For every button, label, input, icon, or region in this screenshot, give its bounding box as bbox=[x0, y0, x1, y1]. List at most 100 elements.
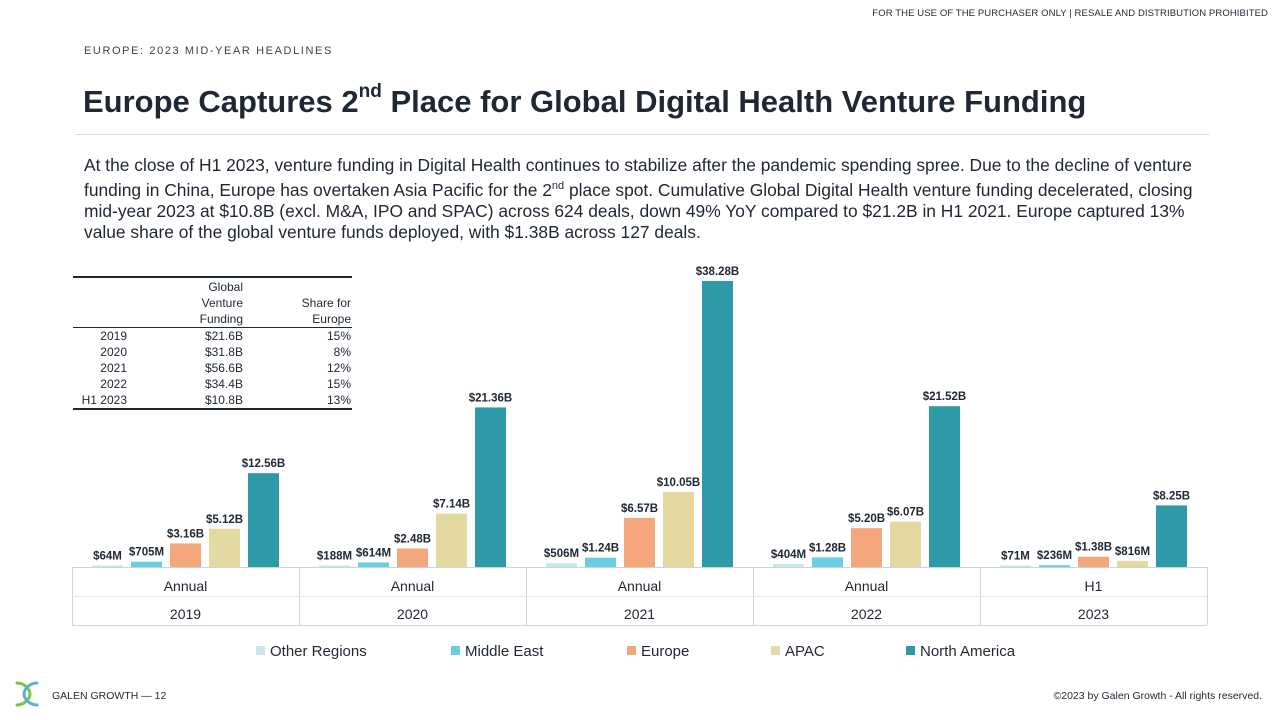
table-cell-share: 13% bbox=[326, 393, 351, 407]
table-cell-year: 2022 bbox=[100, 377, 127, 391]
footer-copyright: ©2023 by Galen Growth - All rights reser… bbox=[1053, 690, 1263, 702]
data-label: $21.52B bbox=[923, 391, 966, 403]
data-label: $38.28B bbox=[696, 266, 739, 278]
data-label: $10.05B bbox=[657, 477, 700, 489]
bar-middle-east bbox=[131, 561, 162, 567]
data-label: $1.28B bbox=[809, 542, 846, 554]
x-tick-label-period: Annual bbox=[618, 578, 662, 594]
data-label: $7.14B bbox=[433, 499, 470, 511]
title-text-after: Place for Global Digital Health Venture … bbox=[381, 84, 1087, 119]
table-cell-funding: $21.6B bbox=[204, 329, 243, 343]
disclaimer: FOR THE USE OF THE PURCHASER ONLY | RESA… bbox=[872, 8, 1268, 19]
table-cell-year: 2021 bbox=[100, 361, 127, 375]
table-cell-funding: $31.8B bbox=[204, 345, 243, 359]
table-row: 2019 $21.6B 15% bbox=[73, 328, 352, 345]
title-text-before: Europe Captures 2 bbox=[83, 84, 359, 119]
data-label: $6.07B bbox=[887, 507, 924, 519]
legend-label: Middle East bbox=[465, 643, 544, 660]
legend-swatch bbox=[627, 646, 636, 655]
table-cell-year: H1 2023 bbox=[81, 393, 127, 407]
table-row: 2021 $56.6B 12% bbox=[73, 360, 352, 376]
legend-swatch bbox=[771, 646, 780, 655]
data-label: $5.12B bbox=[206, 514, 243, 526]
table-cell-year: 2020 bbox=[100, 345, 127, 359]
table-row: H1 2023 $10.8B 13% bbox=[73, 392, 352, 409]
legend-swatch bbox=[906, 646, 915, 655]
bar-north-america bbox=[702, 281, 733, 567]
table-cell-share: 15% bbox=[326, 329, 351, 343]
bar-other-regions bbox=[319, 565, 350, 567]
data-label: $1.24B bbox=[582, 543, 619, 555]
funding-bar-chart: $64M $705M$3.16B$5.12B $12.56B Annual 2019 $1… bbox=[72, 266, 1208, 626]
data-label: $614M bbox=[356, 547, 391, 559]
bar-europe bbox=[1078, 556, 1109, 567]
bar-north-america bbox=[1156, 505, 1187, 567]
data-label: $3.16B bbox=[167, 528, 204, 540]
funding-summary-table: Global Venture Funding Share for Europe … bbox=[73, 276, 352, 410]
page-title: Europe Captures 2nd Place for Global Dig… bbox=[83, 80, 1087, 120]
bar-middle-east bbox=[812, 557, 843, 567]
data-label: $21.36B bbox=[469, 392, 512, 404]
table-cell-funding: $10.8B bbox=[204, 393, 243, 407]
x-tick-label-period: Annual bbox=[164, 578, 208, 594]
legend-swatch bbox=[451, 646, 460, 655]
bar-apac bbox=[1117, 560, 1148, 567]
bar-apac bbox=[436, 513, 467, 567]
paragraph-part-1: At the close of H1 2023, venture funding… bbox=[84, 155, 1192, 200]
data-label: $6.57B bbox=[621, 503, 658, 515]
data-label: $188M bbox=[317, 551, 352, 563]
legend-label: North America bbox=[920, 643, 1016, 660]
title-divider bbox=[75, 134, 1210, 135]
legend-swatch bbox=[256, 646, 265, 655]
legend-item-middle-east: Middle East bbox=[451, 643, 543, 660]
data-label: $705M bbox=[129, 547, 164, 559]
x-tick-label-year: 2021 bbox=[624, 606, 655, 622]
legend-item-apac: APAC bbox=[771, 643, 825, 660]
bar-middle-east bbox=[1039, 565, 1070, 567]
legend-item-other-regions: Other Regions bbox=[256, 643, 367, 660]
data-label: $1.38B bbox=[1075, 542, 1112, 554]
summary-paragraph: At the close of H1 2023, venture funding… bbox=[84, 155, 1224, 243]
bar-apac bbox=[209, 528, 240, 567]
data-label: $64M bbox=[93, 551, 122, 563]
footer-brand-page: GALEN GROWTH — 12 bbox=[52, 690, 167, 702]
table-row: 2020 $31.8B 8% bbox=[73, 344, 352, 360]
bar-europe bbox=[397, 548, 428, 567]
title-superscript: nd bbox=[358, 80, 382, 102]
x-tick-label-period: Annual bbox=[391, 578, 435, 594]
table-cell-funding: $34.4B bbox=[204, 377, 243, 391]
bar-middle-east bbox=[585, 557, 616, 567]
galen-growth-logo-icon bbox=[15, 681, 39, 707]
table-cell-share: 12% bbox=[326, 361, 351, 375]
bar-north-america bbox=[475, 407, 506, 567]
table-header-row: Global Venture Funding Share for Europe bbox=[73, 277, 352, 328]
data-label: $5.20B bbox=[848, 513, 885, 525]
x-tick-label-year: 2023 bbox=[1078, 606, 1109, 622]
bar-other-regions bbox=[773, 564, 804, 567]
legend-item-europe: Europe bbox=[627, 643, 689, 660]
legend-item-north-america: North America bbox=[906, 643, 1015, 660]
table-header-funding: Global Venture Funding bbox=[199, 280, 243, 326]
paragraph-superscript: nd bbox=[551, 180, 565, 192]
chart-legend: Other Regions Middle East Europe APAC No… bbox=[0, 643, 1280, 663]
x-tick-label-year: 2022 bbox=[851, 606, 882, 622]
bar-europe bbox=[170, 543, 201, 567]
table-header-share: Share for Europe bbox=[301, 296, 351, 326]
data-label: $8.25B bbox=[1153, 490, 1190, 502]
x-tick-label-year: 2019 bbox=[170, 606, 201, 622]
section-label: EUROPE: 2023 MID-YEAR HEADLINES bbox=[84, 45, 333, 57]
legend-label: Europe bbox=[641, 643, 690, 660]
table-cell-share: 15% bbox=[326, 377, 351, 391]
bar-north-america bbox=[248, 473, 279, 567]
x-tick-label-period: H1 bbox=[1085, 578, 1103, 594]
data-label: $71M bbox=[1001, 551, 1030, 563]
x-tick-label-year: 2020 bbox=[397, 606, 428, 622]
bar-other-regions bbox=[92, 565, 123, 567]
paragraph-part-2: place spot. Cumulative Global Digital He… bbox=[84, 179, 1193, 242]
bar-middle-east bbox=[358, 562, 389, 567]
legend-label: APAC bbox=[785, 643, 825, 660]
data-label: $236M bbox=[1037, 550, 1072, 562]
table-cell-year: 2019 bbox=[100, 329, 127, 343]
bar-apac bbox=[890, 521, 921, 567]
bar-europe bbox=[851, 528, 882, 567]
